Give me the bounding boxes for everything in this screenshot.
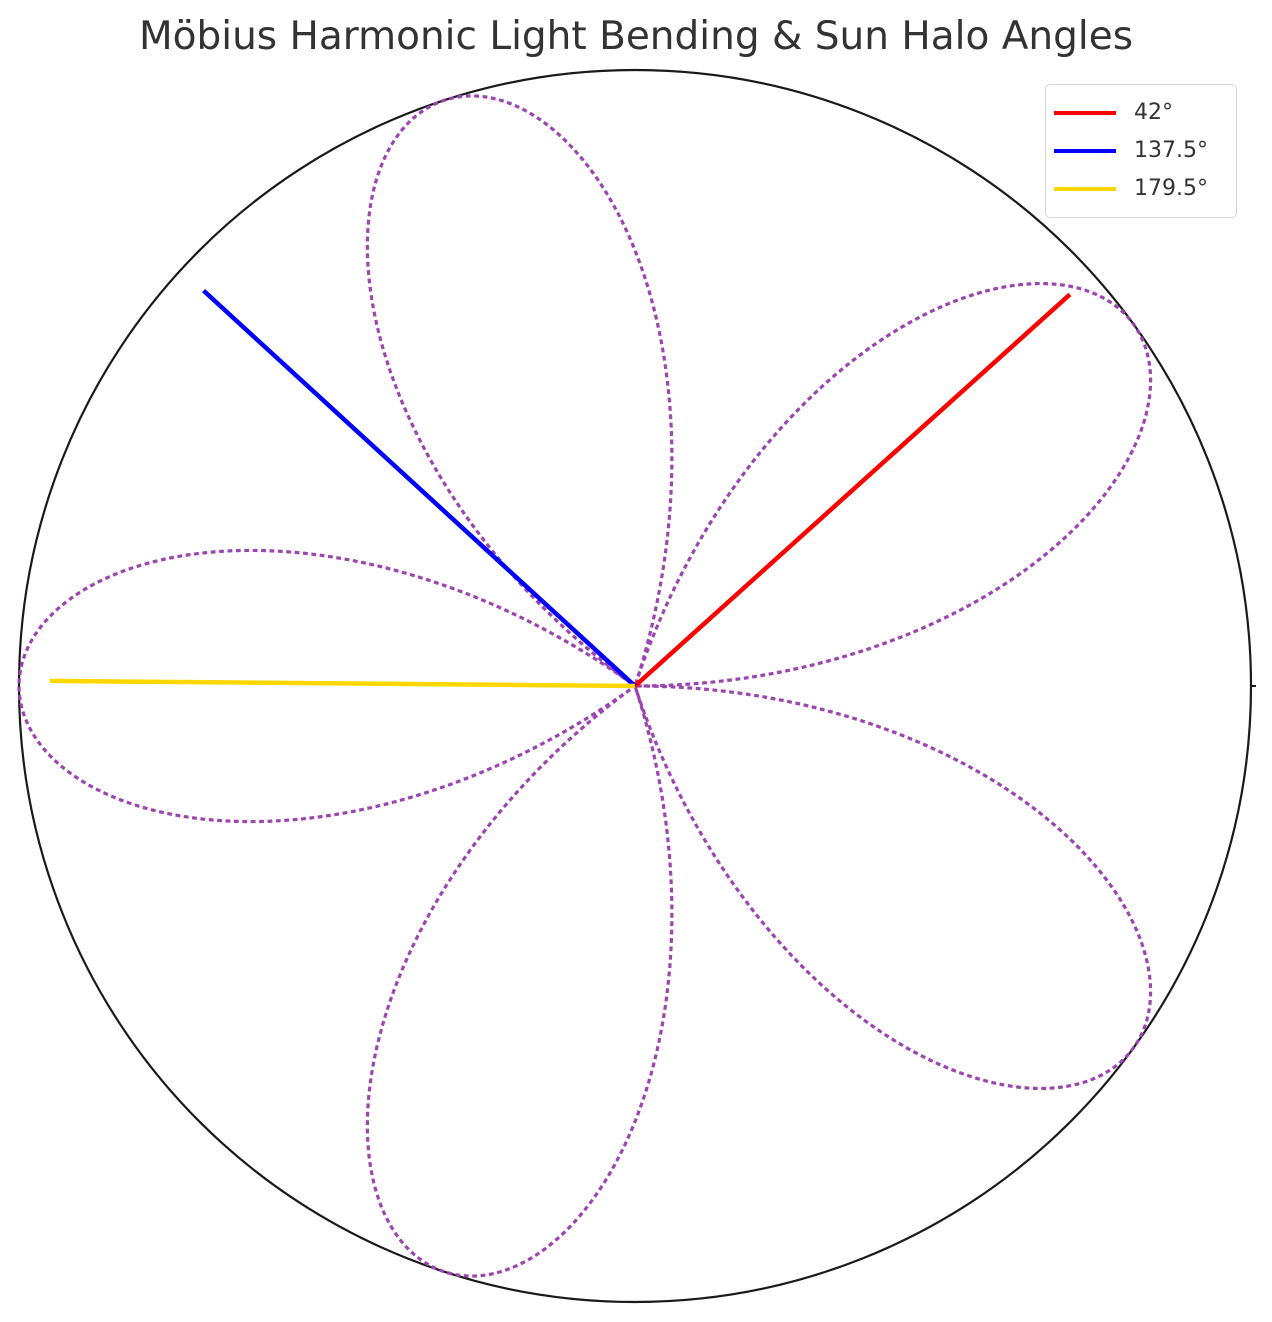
legend-item-42: 42° <box>1046 94 1236 134</box>
chart-title: Möbius Harmonic Light Bending & Sun Halo… <box>138 14 1134 59</box>
legend: 42° 137.5° 179.5° <box>1045 84 1237 218</box>
halo-angle-rays <box>49 288 1072 689</box>
ray-42 <box>633 292 1072 688</box>
ray-137-5 <box>202 288 637 688</box>
legend-label-42: 42° <box>1134 100 1173 125</box>
ray-179-5 <box>49 678 636 689</box>
legend-item-137-5: 137.5° <box>1046 132 1236 172</box>
legend-item-179-5: 179.5° <box>1046 170 1236 210</box>
legend-swatch-179-5 <box>1054 187 1116 191</box>
legend-swatch-42 <box>1054 111 1116 115</box>
legend-label-179-5: 179.5° <box>1134 176 1208 201</box>
legend-swatch-137-5 <box>1054 149 1116 153</box>
legend-label-137-5: 137.5° <box>1134 138 1208 163</box>
